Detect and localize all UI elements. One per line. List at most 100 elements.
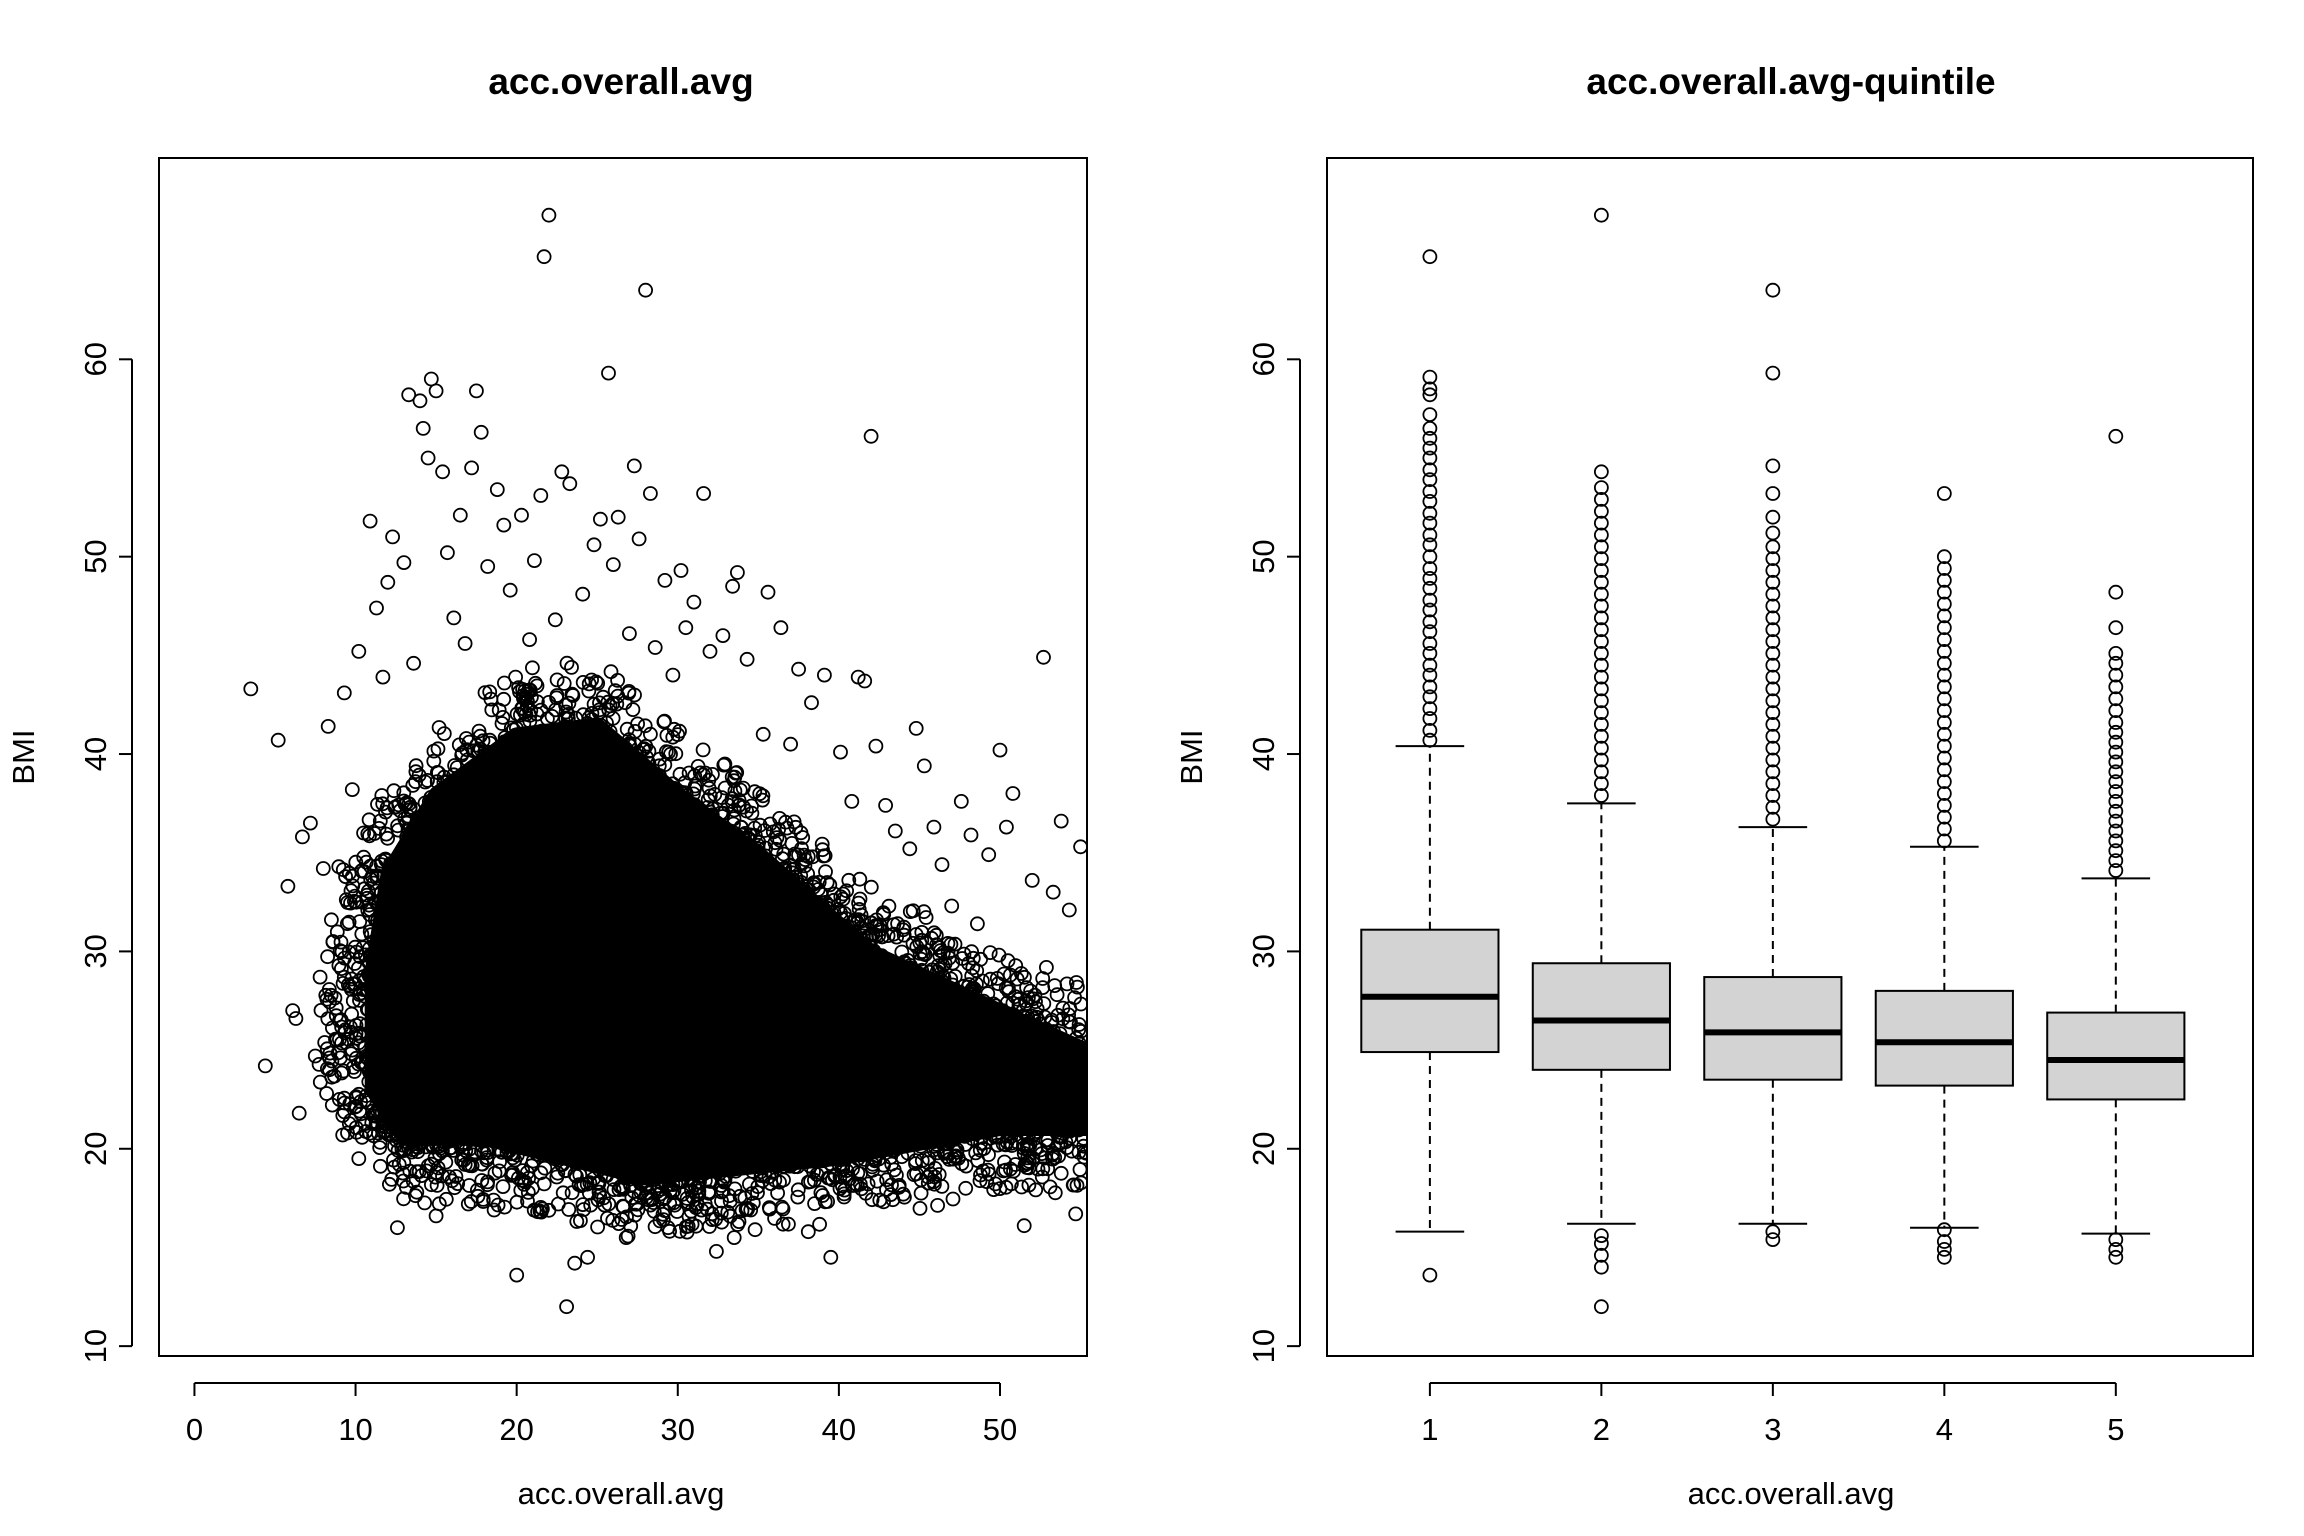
- scatter-point: [879, 1172, 894, 1188]
- scatter-point: [739, 651, 755, 667]
- scatter-point: [336, 685, 352, 701]
- scatter-point: [999, 1134, 1015, 1150]
- scatter-point: [436, 769, 452, 785]
- scatter-point: [584, 712, 600, 727]
- scatter-point: [323, 987, 339, 1003]
- scatter-point: [1006, 1163, 1021, 1179]
- scatter-point: [565, 688, 581, 703]
- scatter-point: [868, 738, 884, 754]
- scatter-point: [923, 1166, 938, 1182]
- outlier-point: [1593, 634, 1609, 649]
- outlier-point: [2108, 794, 2124, 809]
- scatter-point: [353, 1094, 369, 1110]
- scatter-point: [377, 1124, 393, 1139]
- scatter-point: [784, 1157, 800, 1172]
- outlier-point: [1765, 764, 1781, 780]
- outlier-point: [1422, 657, 1438, 673]
- scatter-point: [362, 1066, 378, 1082]
- scatter-point: [451, 737, 467, 753]
- outlier-point: [1765, 365, 1781, 381]
- box-body: [2046, 1011, 2186, 1101]
- scatter-point: [520, 1185, 536, 1200]
- scatter-point: [1024, 873, 1040, 888]
- outlier-point: [1936, 726, 1952, 742]
- scatter-point: [913, 1138, 929, 1154]
- scatter-point: [360, 1095, 376, 1110]
- outlier-point: [1593, 728, 1609, 744]
- outlier-point: [1936, 703, 1952, 718]
- scatter-dense-cloud: [364, 717, 1087, 1186]
- scatter-point: [1071, 1017, 1087, 1032]
- scatter-point: [635, 742, 651, 757]
- outlier-point: [1765, 646, 1781, 661]
- outlier-point: [1936, 1242, 1952, 1257]
- scatter-point: [751, 834, 767, 850]
- scatter-point: [370, 913, 385, 929]
- box-body: [1874, 989, 2014, 1087]
- scatter-point: [600, 1210, 615, 1226]
- box-body: [1703, 976, 1843, 1081]
- outlier-point: [1593, 551, 1609, 566]
- scatter-point: [446, 610, 462, 626]
- scatter-point: [823, 1249, 839, 1265]
- outlier-point: [1936, 620, 1952, 636]
- scatter-point: [375, 796, 391, 812]
- scatter-point: [734, 819, 749, 835]
- scatter-point: [666, 1183, 682, 1198]
- scatter-point: [999, 819, 1014, 835]
- scatter-point: [634, 1176, 649, 1192]
- scatter-point: [605, 557, 621, 572]
- box-1: [1360, 249, 1500, 1283]
- outlier-point: [1422, 636, 1438, 651]
- outlier-point: [1422, 450, 1438, 466]
- scatter-point: [360, 1002, 376, 1018]
- outlier-point: [1422, 505, 1438, 521]
- scatter-point: [914, 962, 930, 978]
- scatter-point: [616, 739, 631, 754]
- scatter-point: [863, 428, 879, 444]
- scatter-point: [419, 1163, 434, 1179]
- outlier-point: [1593, 539, 1609, 555]
- scatter-point: [580, 715, 595, 731]
- scatter-point: [702, 788, 718, 804]
- scatter-point: [702, 1219, 717, 1234]
- scatter-point: [335, 976, 351, 991]
- scatter-point: [461, 734, 477, 750]
- outlier-point: [1765, 728, 1781, 744]
- scatter-point: [391, 1157, 407, 1172]
- box-4: [1874, 486, 2014, 1265]
- scatter-point: [319, 1086, 335, 1101]
- scatter-point: [811, 874, 827, 890]
- scatter-point: [344, 1042, 360, 1058]
- scatter-point: [431, 720, 447, 735]
- scatter-point: [389, 1220, 405, 1236]
- scatter-point: [1071, 1144, 1087, 1160]
- scatter-point: [791, 661, 806, 677]
- scatter-point: [347, 939, 363, 955]
- scatter-point: [802, 1159, 818, 1174]
- scatter-point: [347, 1064, 362, 1079]
- scatter-point: [973, 951, 988, 967]
- scatter-point: [383, 856, 399, 871]
- scatter-point: [524, 1158, 539, 1174]
- scatter-point: [385, 529, 401, 545]
- scatter-point: [428, 383, 444, 399]
- scatter-point: [591, 1184, 607, 1200]
- outlier-point: [1936, 809, 1952, 825]
- scatter-point: [736, 799, 751, 815]
- scatter-point: [343, 895, 358, 911]
- scatter-x-tick-label: 50: [983, 1412, 1017, 1447]
- outlier-point: [1422, 614, 1438, 630]
- scatter-y-tick-label: 40: [78, 737, 113, 771]
- scatter-x-tick-label: 0: [186, 1412, 203, 1447]
- scatter-point: [509, 720, 524, 736]
- scatter-point: [673, 563, 689, 578]
- scatter-point: [1068, 1206, 1084, 1222]
- outlier-point: [1765, 705, 1781, 720]
- scatter-point: [484, 702, 500, 718]
- scatter-point: [333, 961, 349, 977]
- scatter-point: [749, 843, 764, 858]
- scatter-point: [631, 745, 647, 761]
- outlier-point: [1422, 561, 1438, 576]
- outlier-point: [1765, 788, 1781, 803]
